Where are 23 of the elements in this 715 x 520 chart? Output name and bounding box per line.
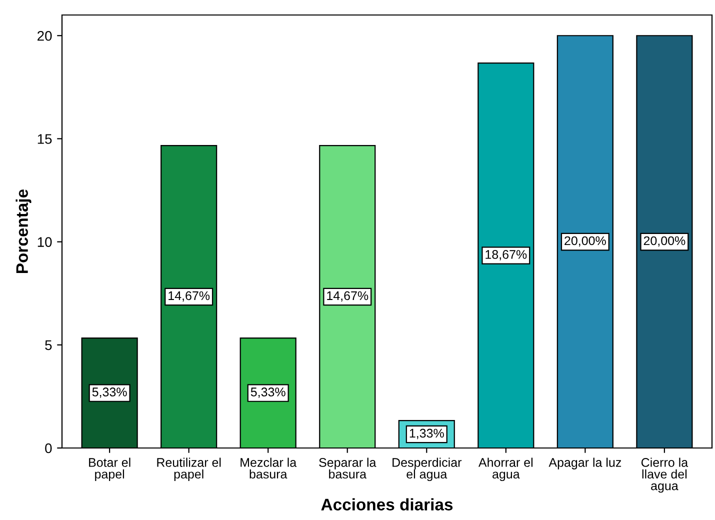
- data-label: 14,67%: [168, 291, 210, 302]
- x-tick-label: Ahorrar el agua: [478, 458, 533, 482]
- x-tick-label: Cierro la llave del agua: [641, 458, 688, 493]
- y-axis-title: Porcentaje: [16, 189, 32, 273]
- data-label: 20,00%: [564, 236, 606, 247]
- y-tick-label: 0: [45, 443, 52, 454]
- data-label: 5,33%: [250, 388, 286, 398]
- y-tick-label: 15: [38, 134, 52, 144]
- data-label: 1,33%: [410, 428, 444, 440]
- data-label: 14,67%: [327, 291, 368, 302]
- y-tick-label: 5: [45, 340, 52, 350]
- data-label: 5,33%: [92, 388, 127, 398]
- x-tick-label: Desperdiciar el agua: [392, 458, 462, 482]
- data-label: 20,00%: [644, 236, 686, 247]
- x-tick-label: Mezclar la basura: [240, 458, 297, 479]
- x-axis-title: Acciones diarias: [321, 498, 453, 510]
- x-tick-label: Reutilizar el papel: [157, 458, 221, 482]
- x-tick-label: Separar la basura: [319, 458, 376, 479]
- x-tick-label: Botar el papel: [89, 458, 130, 482]
- data-label: 18,67%: [486, 250, 527, 260]
- x-tick-label: Apagar la luz: [548, 458, 622, 470]
- y-tick-label: 20: [38, 30, 52, 41]
- y-tick-label: 10: [38, 237, 52, 247]
